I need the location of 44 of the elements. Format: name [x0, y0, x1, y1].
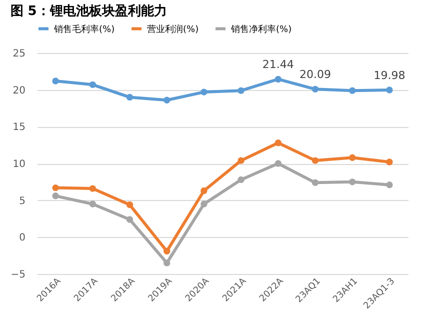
- y-tick-label: 25: [12, 48, 26, 60]
- point: [126, 201, 134, 208]
- point: [312, 86, 319, 93]
- legend-label: 营业利润(%): [147, 24, 199, 35]
- point: [163, 248, 170, 255]
- point: [386, 158, 393, 166]
- point: [200, 88, 208, 96]
- data-label: 20.09: [300, 68, 331, 82]
- point: [312, 179, 319, 186]
- point: [238, 157, 244, 164]
- point: [274, 140, 282, 146]
- point: [274, 76, 282, 83]
- point: [52, 78, 59, 84]
- point: [89, 81, 96, 88]
- y-tick-label: −5: [10, 270, 26, 280]
- point: [163, 260, 170, 266]
- point: [200, 200, 208, 208]
- y-tick-label: 10: [12, 159, 26, 170]
- chart-title: 图 5：锂电池板块盈利能力: [10, 3, 167, 19]
- point: [312, 157, 319, 164]
- point: [348, 154, 356, 161]
- y-tick-label: 5: [19, 196, 26, 207]
- point: [200, 187, 208, 194]
- point: [89, 185, 96, 192]
- point: [386, 86, 393, 94]
- data-label: 19.98: [374, 68, 406, 82]
- point: [89, 200, 96, 208]
- point: [126, 216, 134, 223]
- point: [386, 182, 393, 188]
- point: [348, 178, 356, 186]
- y-tick-label: 15: [12, 122, 26, 134]
- legend-label: 销售毛利率(%): [53, 24, 115, 35]
- data-label: 21.44: [262, 58, 294, 72]
- point: [126, 94, 134, 101]
- y-tick-label: 20: [12, 85, 26, 96]
- point: [274, 160, 282, 167]
- point: [52, 192, 59, 200]
- point: [238, 87, 244, 94]
- point: [238, 176, 244, 184]
- point: [52, 184, 59, 192]
- y-tick-label: 0: [19, 232, 26, 244]
- point: [348, 87, 356, 94]
- legend-label: 销售净利率(%): [230, 24, 292, 35]
- point: [163, 96, 170, 104]
